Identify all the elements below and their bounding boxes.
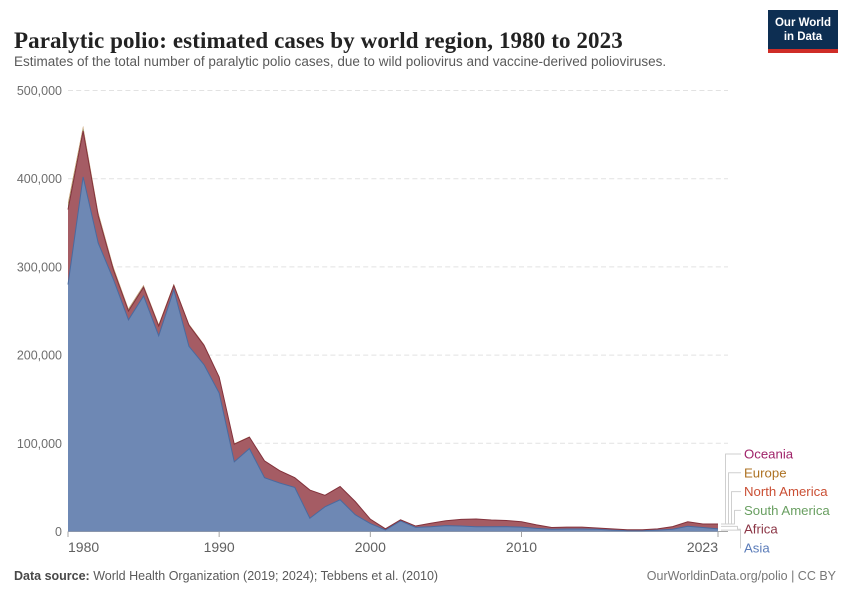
legend-connector-south-america <box>721 509 741 525</box>
legend-label-africa[interactable]: Africa <box>744 522 778 537</box>
x-tick-label-1980: 1980 <box>68 539 99 555</box>
data-source-label: Data source: <box>14 569 90 583</box>
legend-label-asia[interactable]: Asia <box>744 541 770 556</box>
owid-logo[interactable]: Our World in Data <box>767 10 838 53</box>
chart-title: Paralytic polio: estimated cases by worl… <box>14 28 623 54</box>
legend-label-north-america[interactable]: North America <box>744 484 828 499</box>
x-tick-label-2000: 2000 <box>355 539 386 555</box>
data-source-text: World Health Organization (2019; 2024); … <box>89 569 439 583</box>
y-tick-label-500,000: 500,000 <box>17 84 62 98</box>
y-tick-label-400,000: 400,000 <box>17 172 62 186</box>
legend-label-south-america[interactable]: South America <box>744 503 830 518</box>
x-tick-label-1990: 1990 <box>204 539 235 555</box>
area-africa[interactable] <box>68 131 718 531</box>
y-tick-label-300,000: 300,000 <box>17 260 62 274</box>
x-tick-label-2010: 2010 <box>506 539 537 555</box>
x-tick-label-2023: 2023 <box>687 539 718 555</box>
legend-label-europe[interactable]: Europe <box>744 465 787 480</box>
legend-label-oceania[interactable]: Oceania <box>744 447 794 462</box>
y-tick-label-0: 0 <box>55 525 62 539</box>
chart-footer: Data source: World Health Organization (… <box>14 569 836 583</box>
owid-logo-line2: in Data <box>783 31 823 43</box>
legend-connector-asia <box>721 529 741 549</box>
chart-subtitle: Estimates of the total number of paralyt… <box>14 54 667 69</box>
legend-connector-north-america <box>721 491 741 525</box>
legend-connector-africa <box>721 525 741 530</box>
owid-logo-line1: Our World <box>774 17 831 29</box>
y-tick-label-100,000: 100,000 <box>17 437 62 451</box>
owid-url-link[interactable]: OurWorldinData.org/polio | CC BY <box>646 569 836 583</box>
line-africa <box>67 130 718 531</box>
line-asia <box>67 176 719 532</box>
y-tick-label-200,000: 200,000 <box>17 349 62 363</box>
area-asia[interactable] <box>68 176 718 532</box>
